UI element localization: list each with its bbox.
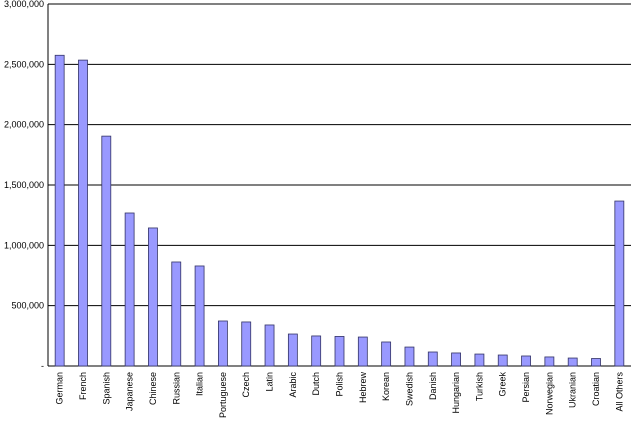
x-tick-label: Arabic (288, 372, 298, 398)
bar (567, 357, 578, 367)
bar (591, 358, 601, 367)
bar (451, 352, 462, 367)
bar (54, 54, 65, 367)
x-tick-label: Norwegian (544, 372, 554, 415)
bar (427, 351, 438, 367)
bar (404, 346, 415, 367)
bar (357, 336, 368, 367)
x-tick-label: Danish (428, 372, 438, 400)
bar (217, 320, 228, 367)
y-tick-label: 2,500,000 (4, 59, 44, 69)
x-tick-label: German (55, 372, 65, 405)
bar (544, 356, 555, 367)
x-tick-label: Hungarian (451, 372, 461, 414)
bar (171, 261, 182, 367)
bar (124, 212, 135, 367)
y-tick-label: - (41, 361, 44, 371)
x-tick-label: Latin (265, 372, 275, 392)
x-tick-label: Turkish (474, 372, 484, 401)
x-tick-label: Hebrew (358, 372, 368, 404)
x-tick-label: All Others (614, 372, 624, 412)
bar (334, 336, 345, 367)
bar (194, 265, 205, 367)
bar (311, 335, 322, 367)
y-tick-label: 1,000,000 (4, 240, 44, 250)
bar (287, 333, 298, 367)
y-tick-label: 1,500,000 (4, 180, 44, 190)
x-tick-label: Dutch (311, 372, 321, 396)
x-tick-label: Italian (195, 372, 205, 396)
bar (474, 353, 485, 367)
bar (101, 135, 112, 367)
y-tick-label: 3,000,000 (4, 0, 44, 9)
x-tick-label: Japanese (125, 372, 135, 411)
x-tick-label: Portuguese (218, 372, 228, 418)
x-tick-label: Greek (498, 372, 508, 397)
x-tick-label: Ukranian (568, 372, 578, 408)
bar (148, 227, 158, 367)
x-tick-label: Polish (335, 372, 345, 397)
x-tick-label: Swedish (404, 372, 414, 406)
bar (264, 324, 275, 367)
bar (381, 341, 392, 367)
x-tick-label: Korean (381, 372, 391, 401)
x-tick-label: Croatian (591, 372, 601, 406)
x-tick-label: Spanish (101, 372, 111, 405)
x-tick-label: Russian (171, 372, 181, 405)
x-tick-label: Chinese (148, 372, 158, 405)
bar (614, 200, 625, 367)
y-tick-label: 500,000 (11, 301, 44, 311)
bar (241, 321, 252, 367)
bar (497, 354, 508, 367)
bar (78, 59, 88, 367)
x-tick-label: French (78, 372, 88, 400)
y-tick-label: 2,000,000 (4, 120, 44, 130)
bar (521, 355, 531, 367)
x-tick-label: Czech (241, 372, 251, 398)
x-tick-label: Persian (521, 372, 531, 403)
